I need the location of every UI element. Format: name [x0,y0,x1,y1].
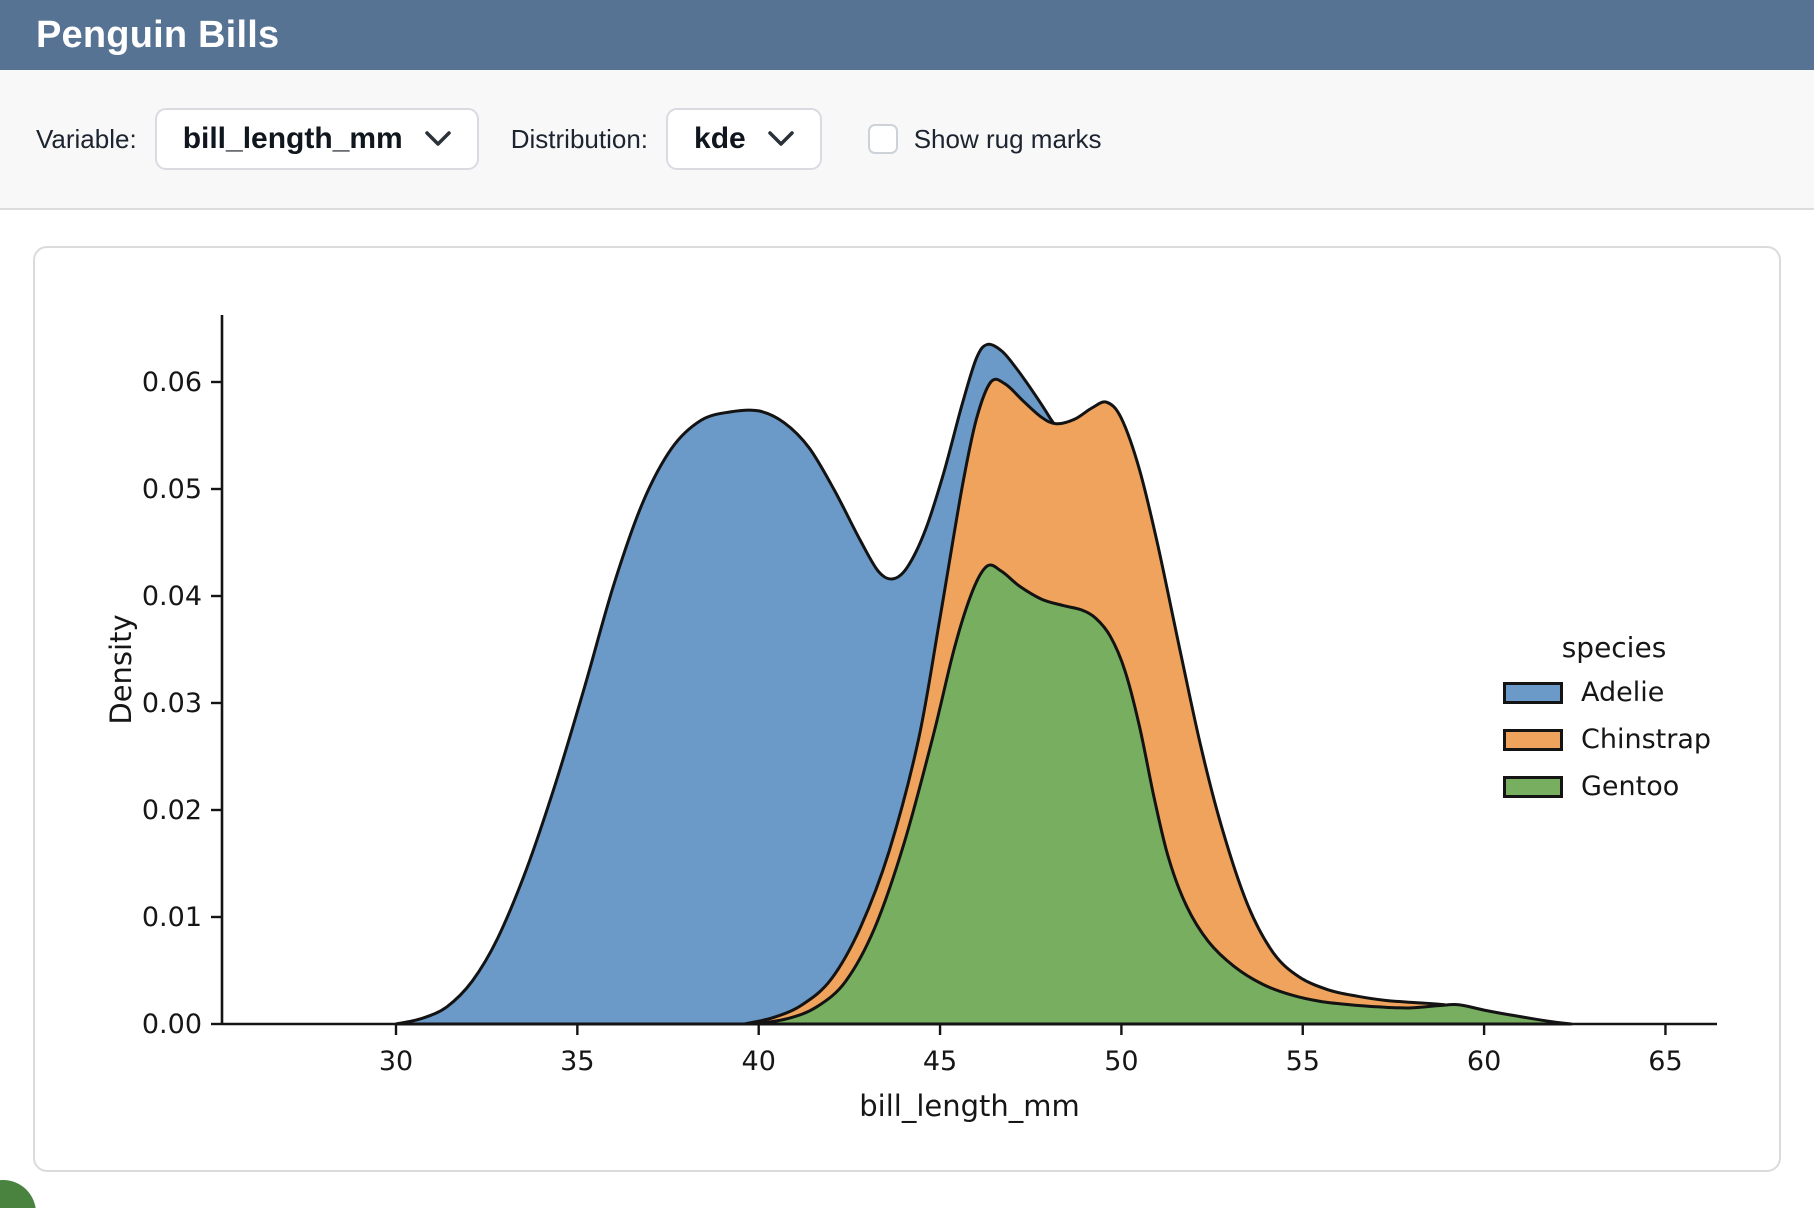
x-tick-label: 60 [1467,1046,1501,1077]
distribution-select[interactable]: kde [666,108,822,170]
legend-item-gentoo: Gentoo [1503,771,1725,802]
x-axis-title: bill_length_mm [859,1089,1080,1123]
y-tick-label: 0.05 [142,474,202,505]
gentoo-swatch [1503,775,1563,798]
x-tick-label: 65 [1648,1046,1682,1077]
chevron-down-icon [767,131,794,146]
kde-curve-gentoo [753,563,1573,1026]
app-header: Penguin Bills [0,0,1814,70]
plot-card: 30 35 40 45 50 55 60 65 0.00 0.01 0.02 0.03 0.04 0.05… [33,246,1781,1172]
y-tick-label: 0.01 [142,902,202,933]
x-tick-label: 35 [560,1046,594,1077]
chevron-down-icon [424,131,451,146]
y-axis-title: Density [104,614,138,724]
y-tick-label: 0.02 [142,795,202,826]
main-content: 30 35 40 45 50 55 60 65 0.00 0.01 0.02 0.03 0.04 0.05… [0,210,1814,1172]
legend-label: Gentoo [1581,771,1680,802]
adelie-swatch [1503,681,1563,704]
y-tick-label: 0.03 [142,688,202,719]
x-tick-label: 45 [923,1046,957,1077]
x-tick-label: 40 [742,1046,776,1077]
legend-item-chinstrap: Chinstrap [1503,724,1725,755]
x-tick-label: 50 [1104,1046,1138,1077]
x-tick-label: 30 [379,1046,413,1077]
controls-toolbar: Variable: bill_length_mm Distribution: k… [0,70,1814,210]
app-window: Penguin Bills Variable: bill_length_mm D… [0,0,1814,1172]
legend-item-adelie: Adelie [1503,677,1725,708]
legend-title: species [1561,631,1667,664]
x-tick-label: 55 [1286,1046,1320,1077]
plot-legend: species Adelie Chinstrap Gentoo [1503,631,1725,818]
distribution-label: Distribution: [510,123,649,154]
page-title: Penguin Bills [36,13,280,56]
floating-action-button-partial[interactable] [0,1180,36,1208]
y-tick-label: 0.00 [142,1009,202,1040]
variable-label: Variable: [36,123,137,154]
distribution-select-value: kde [694,122,746,155]
rug-checkbox[interactable] [867,124,898,154]
kde-density-plot: 30 35 40 45 50 55 60 65 0.00 0.01 0.02 0.03 0.04 0.05… [104,315,1717,1123]
y-tick-label: 0.06 [142,367,202,398]
legend-label: Chinstrap [1581,724,1712,755]
chinstrap-swatch [1503,728,1563,751]
legend-label: Adelie [1581,677,1665,708]
rug-checkbox-label[interactable]: Show rug marks [913,123,1102,154]
y-tick-label: 0.04 [142,581,202,612]
variable-select[interactable]: bill_length_mm [154,108,479,170]
variable-select-value: bill_length_mm [182,122,403,155]
